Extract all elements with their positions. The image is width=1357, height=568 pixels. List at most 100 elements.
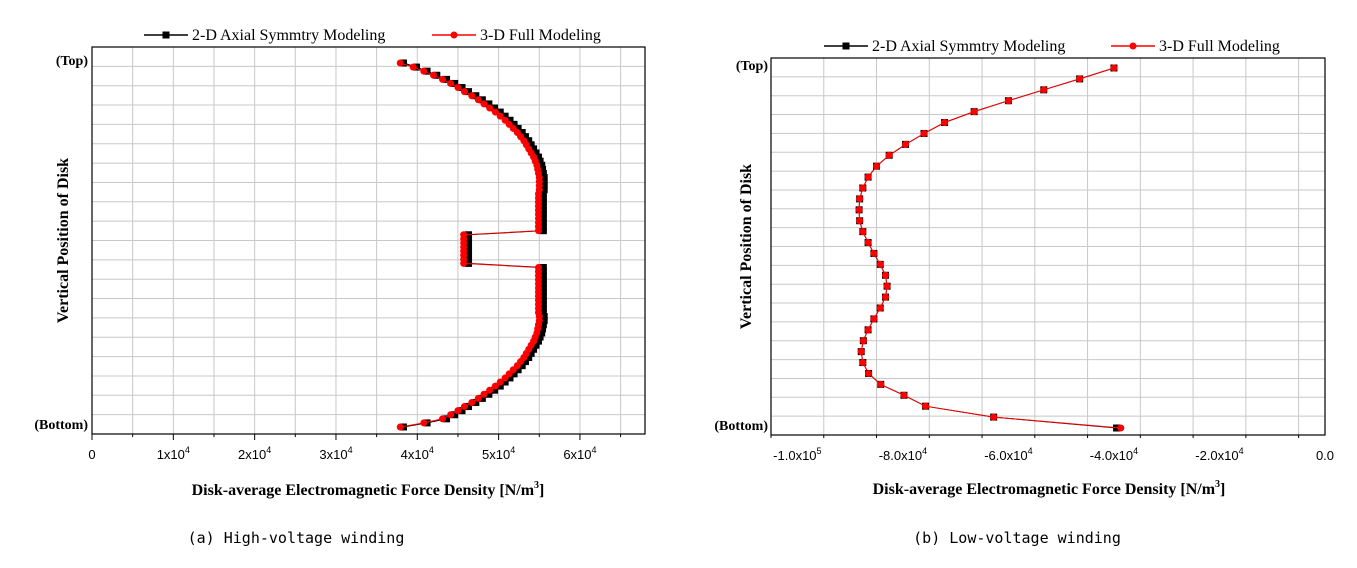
data-point-circle [460,88,468,96]
legend-label: 3-D Full Modeling [480,27,601,44]
data-point-square [525,137,533,145]
data-point-square [539,276,547,284]
data-point-square [527,349,535,357]
data-point-circle [859,184,867,192]
data-point-square [465,243,473,251]
x-axis-title-main: Disk-average Electromagnetic Force Densi… [873,481,1216,498]
data-point-circle [420,67,428,75]
legend-label: 3-D Full Modeling [1159,38,1280,55]
x-tick-label: -1.0x105 [773,446,821,463]
y-top-label: (Top) [56,54,89,69]
y-axis-title: Vertical Position of Disk [55,158,72,323]
data-point-circle [1076,75,1084,83]
data-point-circle [420,419,428,427]
data-point-circle [859,359,867,367]
data-point-square [530,145,538,153]
data-point-circle [1117,424,1125,432]
data-point-circle [491,108,499,116]
data-point-circle [409,63,417,71]
data-point-circle [468,398,476,406]
data-point-square [539,169,547,177]
data-point-square [525,353,533,361]
data-point-circle [439,75,447,83]
data-point-square [514,366,522,374]
data-point-square [443,415,451,423]
data-point-square [539,210,547,218]
data-point-circle [486,386,494,394]
data-point-square [539,296,547,304]
data-point-square [536,157,544,165]
x-axis-title-exponent: 3 [1215,479,1220,490]
x-tick-label-exponent: 4 [429,445,434,455]
data-point-square [465,251,473,259]
data-point-square [510,120,518,128]
data-point-square [485,390,493,398]
data-point-circle [430,71,438,79]
legend: 2-D Axial Symmtry Modeling 3-D Full Model… [824,38,1280,55]
data-point-square [539,219,547,227]
x-tick-label: 3x104 [319,445,352,462]
x-tick-label-base: -4.0x10 [1090,448,1133,463]
data-point-square [532,341,540,349]
y-bottom-label: (Bottom) [714,419,768,434]
data-point-circle [534,227,542,235]
x-tick-label-base: -6.0x10 [984,448,1027,463]
data-point-circle [496,112,504,120]
plot-frame [770,57,1326,436]
data-point-square [527,141,535,149]
data-point-square [451,411,459,419]
data-point-circle [881,293,889,301]
legend-label: 2-D Axial Symmtry Modeling [872,38,1065,55]
data-point-square [465,247,473,255]
legend-marker-square [162,31,170,39]
data-point-square [465,239,473,247]
data-point-square [485,100,493,108]
data-point-square [465,88,473,96]
data-point-circle [474,394,482,402]
data-point-circle [941,119,949,127]
x-tick-label: 4x104 [401,445,434,462]
legend-marker-square [842,42,850,50]
data-point-square [539,268,547,276]
data-point-square [496,382,504,390]
x-axis-title-main: Disk-average Electromagnetic Force Densi… [192,482,535,499]
x-tick-label-base: 6x10 [563,447,591,462]
x-tick-label-exponent: 5 [817,446,822,456]
data-point-circle [1040,86,1048,94]
x-tick-label-exponent: 4 [922,446,927,456]
data-point-square [539,284,547,292]
x-tick-label: -8.0x104 [879,446,927,463]
legend-marker-circle [1129,42,1137,50]
data-point-square [478,96,486,104]
data-point-circle [881,271,889,279]
data-point-circle [1110,64,1118,72]
data-point-circle [859,337,867,345]
data-point-circle [396,423,404,431]
data-point-square [539,263,547,271]
data-point-square [458,407,466,415]
data-point-square [539,198,547,206]
x-axis-title: Disk-average Electromagnetic Force Densi… [192,480,545,499]
data-point-square [539,272,547,280]
data-point-square [491,104,499,112]
x-tick-label-exponent: 4 [592,445,597,455]
data-point-circle [447,79,455,87]
x-tick-label-base: 5x10 [482,447,510,462]
x-tick-label-exponent: 4 [185,445,190,455]
data-point-circle [454,84,462,92]
x-tick-label: 6x104 [563,445,596,462]
data-point-square [506,374,514,382]
data-point-square [514,124,522,132]
data-point-circle [990,413,998,421]
data-point-circle [486,104,494,112]
x-tick-label-exponent: 4 [1239,446,1244,456]
data-point-square [538,329,546,337]
data-point-circle [474,96,482,104]
data-point-square [539,325,547,333]
data-point-circle [856,195,864,203]
x-tick-label-base: -8.0x10 [879,448,922,463]
data-point-square [539,308,547,316]
data-point-square [539,223,547,231]
data-point-square [534,337,542,345]
